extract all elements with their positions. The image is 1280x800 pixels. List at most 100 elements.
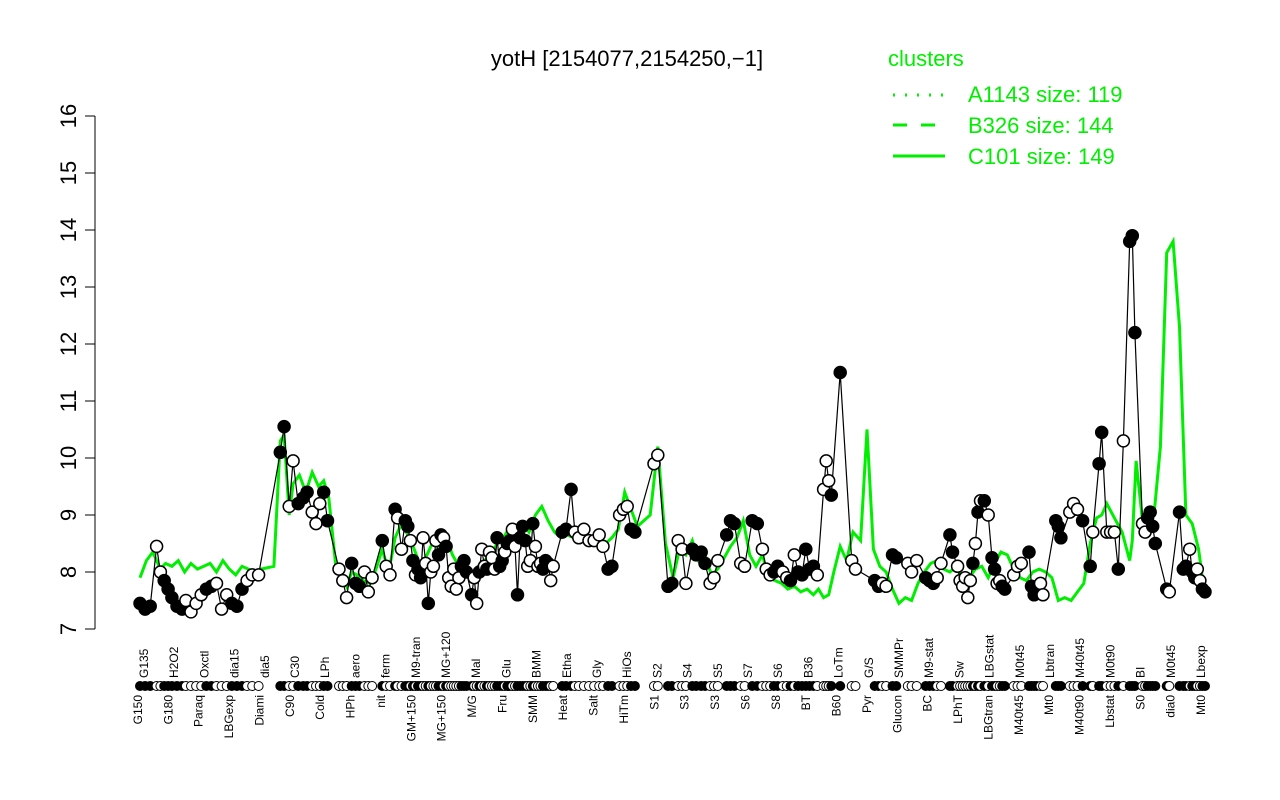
x-label-bottom: nit [374,694,388,707]
rug-marker [1038,681,1048,691]
data-point [313,496,327,511]
x-label-top: H2O2 [167,646,181,678]
x-label-bottom: S1 [647,695,661,710]
x-label-top: C30 [288,656,302,678]
data-point [824,488,839,502]
x-label-bottom: GM+150 [404,695,418,742]
x-label-bottom: Fru [496,695,510,713]
data-point [1094,425,1109,440]
x-label-bottom: Lbstat [1103,694,1117,727]
data-point [577,522,591,537]
data-point [510,588,525,602]
rug-marker [629,681,640,691]
data-point [273,445,288,460]
rug-marker [826,681,837,691]
data-point [344,556,359,571]
data-point [783,573,798,588]
data-point [546,559,560,574]
data-point [413,570,428,585]
data-point [320,513,335,528]
rug-marker [548,681,559,691]
data-point [909,553,924,568]
x-label-top: S2 [650,663,664,678]
data-point [998,582,1012,596]
data-point [799,542,813,556]
data-point [1128,325,1142,340]
data-point [1145,519,1160,534]
data-point [401,519,415,534]
rug-marker [367,681,378,691]
data-point [403,533,418,548]
x-label-top: BI [1134,667,1148,678]
data-point [698,556,712,571]
x-label-bottom: HiTm [617,695,631,724]
data-point [1033,576,1048,591]
x-label-top: aero [348,654,362,678]
x-label-top: dia15 [228,648,242,678]
data-point [665,576,679,591]
data-point [707,570,721,585]
x-label-bottom: G180 [161,695,175,725]
x-label-top: Lbexp [1194,645,1208,678]
data-point [361,585,376,599]
x-label-bottom: Mt0 [1194,695,1208,715]
x-axis-labels: G135 H2O2 Oxctl dia15 dia5 C30 LPh aero ferm M9-t… [131,631,1210,741]
x-label-bottom: Pyr [860,695,874,713]
data-point [945,545,960,559]
x-label-top: LoTm [832,647,846,678]
x-label-top: M0t45 [1164,644,1178,678]
x-label-bottom: LBGtran [981,695,995,740]
rug-marker [911,681,922,691]
data-point [1022,545,1036,559]
x-label-bottom: dia0 [1164,695,1178,718]
x-label-top: S6 [771,663,785,678]
y-tick-label: 15 [56,161,81,185]
data-point [821,474,836,488]
x-label-top: M40t45 [1073,638,1087,678]
data-point [1014,556,1029,571]
y-tick-label: 7 [56,623,81,635]
data-point [214,602,229,616]
data-point [930,570,944,585]
data-point [251,568,266,582]
data-point [564,482,578,497]
x-label-top: B36 [801,656,815,678]
data-point [848,562,863,576]
data-point [332,562,346,576]
x-label-bottom: M40t90 [1073,695,1087,735]
y-axis: 7 8 9 10 11 12 13 14 15 16 [56,104,96,635]
x-label-bottom: Salt [587,694,601,715]
data-point [394,542,409,556]
data-point [819,454,833,468]
x-label-top: Glu [499,659,513,678]
expression-series [133,228,1212,619]
x-label-bottom: HPh [344,695,358,718]
data-point [1116,434,1131,448]
data-point [416,531,430,545]
x-label-bottom: S3 [708,695,722,710]
data-point [277,419,291,434]
data-point [679,576,693,591]
data-point [628,525,642,539]
data-point [1162,585,1177,599]
data-point [339,590,354,605]
data-point [1182,542,1197,556]
rug-marker [712,681,723,691]
data-point [300,485,314,499]
data-point [787,548,802,562]
data-point [985,551,999,565]
data-point [143,599,157,613]
data-point [543,573,558,588]
x-label-top: Gly [590,660,604,678]
data-point [879,579,893,594]
x-label-top: Mal [469,659,483,678]
data-point [651,448,665,462]
data-point [1111,562,1126,576]
x-label-top: BMM [530,650,544,678]
data-point [987,562,1002,576]
data-point [981,508,995,522]
y-tick-label: 8 [56,566,81,578]
rug-marker [1055,681,1066,691]
x-label-bottom: Paraq [192,695,206,727]
x-label-bottom: Diami [253,695,267,726]
